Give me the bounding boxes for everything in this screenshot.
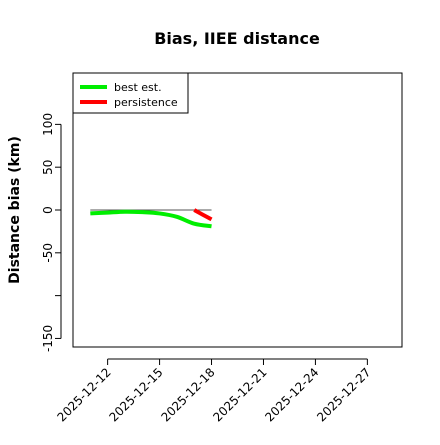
x-tick-label: 2025-12-12	[55, 365, 114, 424]
y-tick-label: 0	[41, 206, 55, 214]
series-line-persistence	[193, 208, 213, 222]
y-tick-label: -150	[41, 325, 55, 352]
x-tick-label: 2025-12-15	[106, 365, 165, 424]
y-axis-label: Distance bias (km)	[7, 136, 23, 284]
x-tick-label: 2025-12-18	[158, 365, 217, 424]
legend-box	[72, 72, 189, 114]
x-axis: 2025-12-122025-12-152025-12-182025-12-21…	[55, 358, 373, 424]
y-tick-label: 50	[41, 160, 55, 175]
series-line-best-est	[90, 209, 212, 229]
y-axis: -150 -50 0 50 100	[41, 113, 62, 352]
x-tick-label: 2025-12-24	[262, 365, 321, 424]
y-tick-label: -50	[41, 243, 55, 263]
x-tick-label: 2025-12-27	[314, 365, 373, 424]
x-tick-label: 2025-12-21	[210, 365, 269, 424]
legend-label: persistence	[114, 96, 178, 109]
legend: best est. persistence	[72, 72, 189, 114]
legend-label: best est.	[114, 81, 162, 94]
series-layer	[90, 208, 213, 229]
y-tick-label: 100	[41, 113, 55, 136]
plot-frame	[72, 72, 403, 348]
chart-title: Bias, IIEE distance	[154, 29, 320, 48]
